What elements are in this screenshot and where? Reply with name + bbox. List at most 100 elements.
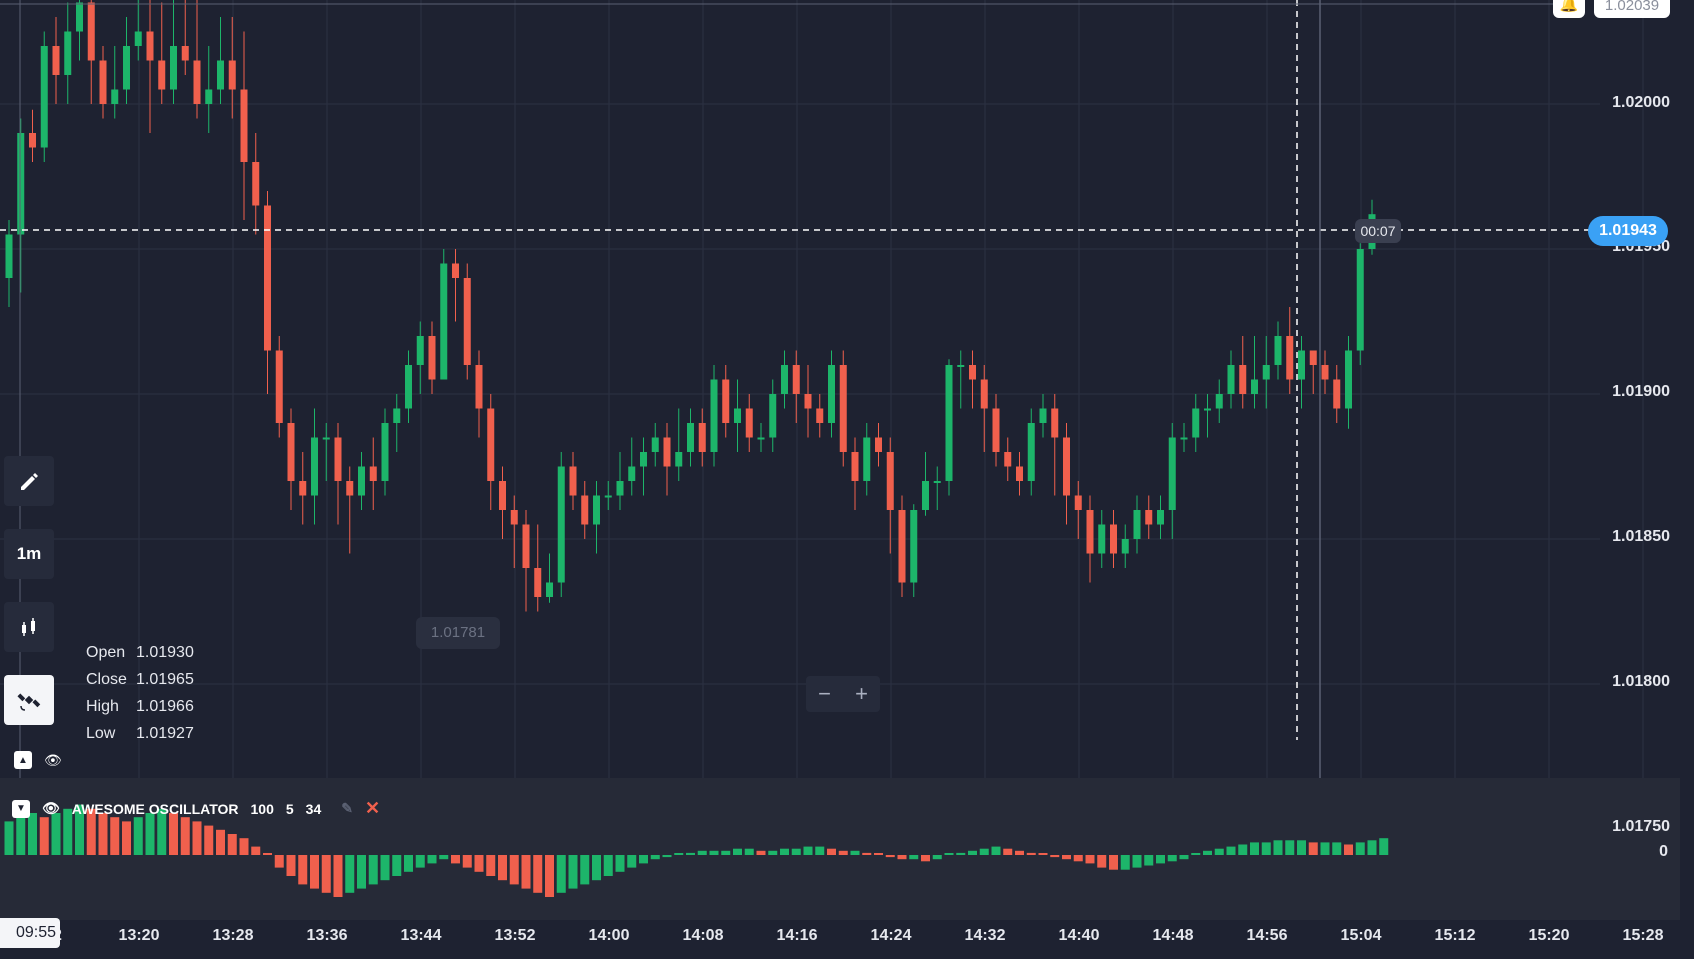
ohlc-close-label: Close <box>86 671 127 688</box>
zoom-in-button[interactable]: + <box>855 681 868 706</box>
price-label-6: 1.01750 <box>1612 818 1670 835</box>
time-label: 14:00 <box>588 927 630 944</box>
time-label: 15:12 <box>1434 927 1476 944</box>
indicator-eye-icon[interactable]: 👁 <box>42 800 60 816</box>
candle-body <box>675 452 683 467</box>
candle-body <box>1086 510 1094 554</box>
candle-body <box>828 365 835 423</box>
main-pane-controls: ▲ 👁 <box>14 751 62 769</box>
current-price-badge: 1.01943 <box>1588 216 1668 246</box>
candle-body <box>440 263 448 380</box>
candle-body <box>945 365 953 481</box>
eye-icon[interactable]: 👁 <box>44 751 62 768</box>
indicator-edit-icon[interactable]: ✎ <box>341 800 353 816</box>
indicator-close-icon[interactable]: ✕ <box>364 798 381 818</box>
candle-body <box>1016 466 1023 481</box>
candle-body <box>1345 350 1352 409</box>
candle-body <box>651 437 659 452</box>
candle-body <box>992 408 1000 452</box>
indicators-button[interactable] <box>4 675 54 725</box>
top-price-badge: 1.02039 <box>1594 0 1670 18</box>
candle-body <box>322 437 330 440</box>
candle-body <box>275 350 283 423</box>
candle-body <box>1262 365 1270 380</box>
candle-body <box>1168 437 1176 510</box>
candle-body <box>40 46 48 148</box>
candle-body <box>17 133 25 235</box>
candle-body <box>792 365 800 394</box>
candle-body <box>405 365 412 409</box>
candle-body <box>616 481 624 496</box>
time-label: 14:16 <box>776 927 818 944</box>
candle-body <box>698 423 706 452</box>
candle-body <box>875 437 882 452</box>
low-price-marker: 1.01781 <box>416 617 500 649</box>
ohlc-close-value: 1.01965 <box>136 671 194 688</box>
candle-body <box>123 46 130 90</box>
candle-body <box>158 60 166 90</box>
collapse-up-icon[interactable]: ▲ <box>14 751 32 769</box>
candle-body <box>510 510 518 525</box>
time-label: 15:04 <box>1340 927 1382 944</box>
candle-body <box>76 2 83 32</box>
candle-body <box>299 481 307 496</box>
draw-tool-button[interactable] <box>4 456 54 506</box>
candle-body <box>640 452 647 467</box>
candle-body <box>557 466 565 583</box>
price-label-5: 1.01800 <box>1612 673 1670 690</box>
candle-body <box>228 60 236 90</box>
candle-body <box>722 379 730 423</box>
zoom-controls: − + <box>806 676 880 712</box>
candle-body <box>1063 437 1070 496</box>
candle-body <box>475 365 483 409</box>
candle-body <box>839 365 847 452</box>
candle-body <box>522 524 530 568</box>
time-label: 13:36 <box>306 927 348 944</box>
candle-body <box>1121 539 1129 554</box>
candle-body <box>463 278 471 365</box>
candle-body <box>217 60 224 90</box>
candle-body <box>769 394 777 438</box>
candle-body <box>1333 379 1341 409</box>
indicator-param-2: 5 <box>285 800 294 817</box>
candle-body <box>181 46 189 61</box>
chart-type-button[interactable] <box>4 602 54 652</box>
timeframe-button[interactable]: 1m <box>4 529 54 579</box>
ao-zero-label: 0 <box>1659 843 1668 860</box>
candle-body <box>146 31 154 61</box>
ohlc-low-label: Low <box>86 725 116 742</box>
time-label: 14:08 <box>682 927 724 944</box>
time-label: 14:48 <box>1152 927 1194 944</box>
alert-bell-icon[interactable]: 🔔 <box>1553 0 1585 18</box>
candle-body <box>910 510 918 583</box>
time-label: 14:40 <box>1058 927 1100 944</box>
candle-body <box>358 466 365 496</box>
candle-body <box>546 582 553 597</box>
candle-body <box>499 481 506 510</box>
candle-body <box>734 408 741 423</box>
ohlc-close: Close 1.01965 <box>86 671 194 689</box>
candle-body <box>5 234 13 278</box>
candle-body <box>604 495 612 498</box>
candle-body <box>851 452 859 481</box>
candle-body <box>581 495 589 525</box>
time-label: 14:32 <box>964 927 1006 944</box>
time-axis <box>0 920 1694 959</box>
candle-body <box>863 437 871 481</box>
candle-body <box>134 31 142 46</box>
ohlc-open-label: Open <box>86 644 126 661</box>
candle-body <box>593 495 600 525</box>
candle-body <box>980 379 988 409</box>
candle-body <box>252 162 260 206</box>
time-label: 14:56 <box>1246 927 1288 944</box>
ohlc-high: High 1.01966 <box>86 698 194 716</box>
candle-body <box>781 365 788 394</box>
collapse-down-icon[interactable]: ▼ <box>12 799 30 818</box>
candle-body <box>334 437 342 481</box>
zoom-out-button[interactable]: − <box>818 681 831 706</box>
candle-body <box>1039 408 1047 423</box>
candle-body <box>346 481 354 496</box>
candle-body <box>1180 437 1188 440</box>
candle-body <box>240 89 248 162</box>
candle-body <box>170 46 177 90</box>
